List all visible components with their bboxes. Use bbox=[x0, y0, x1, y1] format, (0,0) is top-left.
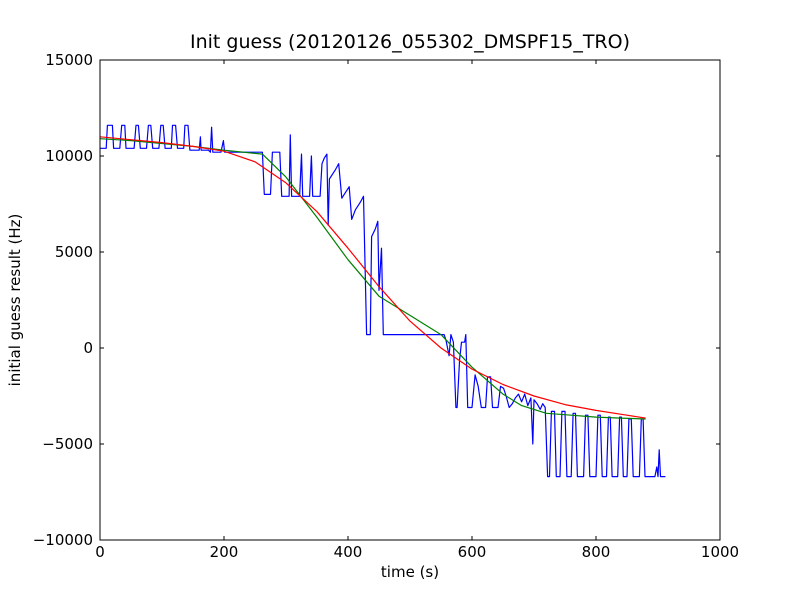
y-tick-label: 15000 bbox=[45, 51, 93, 69]
y-tick-label: 10000 bbox=[45, 147, 93, 165]
y-tick-label: −10000 bbox=[33, 531, 93, 549]
x-tick-label: 0 bbox=[95, 543, 105, 561]
x-tick-label: 800 bbox=[582, 543, 611, 561]
x-tick-label: 400 bbox=[334, 543, 363, 561]
chart-title: Init guess (20120126_055302_DMSPF15_TRO) bbox=[190, 31, 630, 53]
series-line-2 bbox=[100, 138, 646, 420]
y-tick-label: −5000 bbox=[42, 435, 93, 453]
y-tick-label: 0 bbox=[83, 339, 93, 357]
plot-frame bbox=[99, 59, 721, 541]
x-tick-label: 200 bbox=[210, 543, 239, 561]
y-tick-label: 5000 bbox=[55, 243, 93, 261]
x-tick-label: 600 bbox=[458, 543, 487, 561]
x-axis-label: time (s) bbox=[381, 563, 439, 581]
x-tick-label: 1000 bbox=[701, 543, 739, 561]
series-line-1 bbox=[100, 124, 666, 478]
y-axis-label: initial guess result (Hz) bbox=[6, 214, 24, 387]
series-line-3 bbox=[100, 136, 646, 419]
